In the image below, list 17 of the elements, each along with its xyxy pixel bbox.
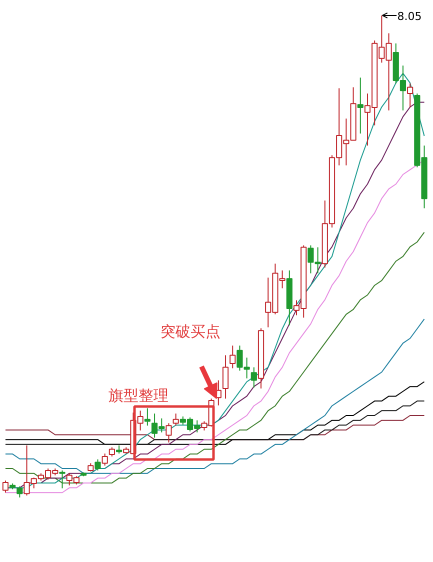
- annotation: 突破买点: [160, 322, 220, 340]
- candlestick: [166, 422, 172, 443]
- candlestick: [2, 480, 9, 494]
- candlestick: [144, 408, 150, 426]
- candlestick: [172, 413, 179, 426]
- annotation: 8.05: [397, 10, 422, 23]
- candlestick: [108, 446, 115, 457]
- candlestick: [102, 453, 108, 466]
- candlestick: [16, 486, 23, 498]
- candlestick: [222, 354, 229, 400]
- candlestick: [250, 366, 257, 388]
- candlestick: [230, 345, 236, 369]
- candlestick: [59, 470, 66, 489]
- candlestick: [357, 77, 364, 134]
- annotation: 旗型整理: [108, 386, 168, 404]
- candlestick: [407, 82, 414, 108]
- candlestick: [94, 458, 101, 471]
